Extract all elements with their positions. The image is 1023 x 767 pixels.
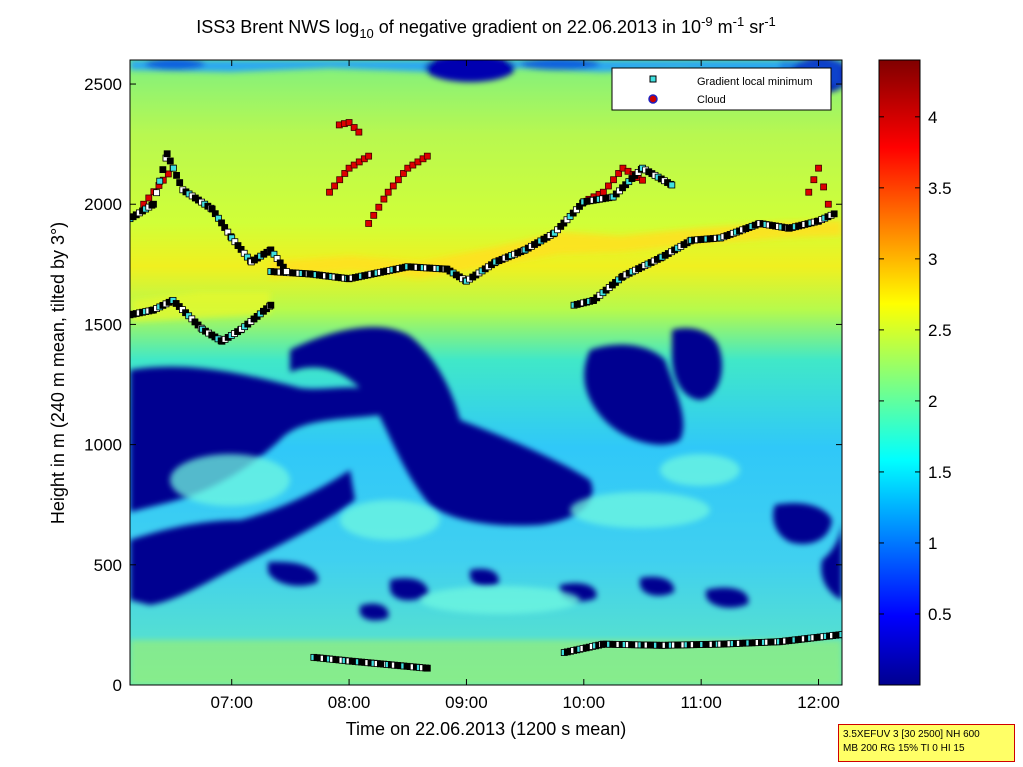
gradient-point	[156, 177, 164, 185]
gradient-point	[173, 171, 180, 179]
svg-text:ISS3 Brent NWS log10 of negati: ISS3 Brent NWS log10 of negative gradien…	[196, 14, 776, 41]
y-tick-label: 0	[113, 676, 122, 695]
cloud-point	[389, 182, 397, 190]
gradient-point	[267, 301, 275, 309]
heatmap-dark-blue-regions	[130, 327, 842, 621]
cloud-point	[375, 203, 383, 211]
colorbar-tick-label: 0.5	[928, 605, 952, 624]
title-superscript-1: -9	[701, 14, 713, 29]
cloud-point	[610, 176, 617, 184]
gradient-point	[163, 150, 171, 158]
cloud-point	[824, 200, 832, 208]
gradient-point	[159, 166, 167, 174]
x-axis-label: Time on 22.06.2013 (1200 s mean)	[346, 719, 627, 739]
title-part3: m	[713, 17, 733, 37]
title-part2: of negative gradient on 22.06.2013 in 10	[374, 17, 701, 37]
y-axis: 0 500 1000 1500 2000 2500	[84, 75, 842, 695]
gradient-point	[668, 181, 676, 189]
x-tick-label: 10:00	[563, 693, 606, 712]
x-tick-label: 11:00	[681, 693, 722, 712]
y-tick-label: 2500	[84, 75, 122, 94]
colorbar-tick-label: 3	[928, 250, 937, 269]
x-tick-label: 07:00	[210, 693, 253, 712]
legend-gradient-label: Gradient local minimum	[697, 76, 813, 88]
cloud-point	[820, 183, 828, 191]
colorbar-tick-label: 2.5	[928, 321, 952, 340]
x-axis: 07:00 08:00 09:00 10:00 11:00 12:00	[210, 60, 840, 712]
gradient-point	[150, 200, 157, 208]
gradient-point	[830, 210, 838, 218]
cloud-point	[365, 220, 373, 227]
legend-cloud-label: Cloud	[697, 94, 726, 106]
legend: Gradient local minimum Cloud	[611, 67, 832, 111]
gradient-point	[283, 268, 290, 275]
gradient-point	[423, 664, 431, 672]
cloud-point	[599, 188, 607, 196]
x-tick-label: 08:00	[328, 693, 371, 712]
title-superscript-2: -1	[733, 14, 745, 29]
legend-box	[611, 67, 832, 111]
cloud-point	[810, 176, 818, 184]
info-box-line2: MB 200 RG 15% TI 0 HI 15	[843, 743, 965, 754]
info-box: 3.5XEFUV 3 [30 2500] NH 600 MB 200 RG 15…	[838, 724, 1015, 762]
cloud-point	[341, 170, 349, 177]
title-part1: ISS3 Brent NWS log	[196, 17, 359, 37]
info-box-line1: 3.5XEFUV 3 [30 2500] NH 600	[843, 729, 980, 740]
gradient-point	[170, 164, 177, 172]
x-tick-label: 09:00	[445, 693, 488, 712]
cloud-point	[805, 188, 813, 196]
cloud-point	[326, 188, 333, 196]
colorbar-tick-label: 1.5	[928, 463, 952, 482]
y-tick-label: 500	[94, 556, 122, 575]
legend-gradient-marker	[649, 75, 657, 83]
cloud-point	[394, 176, 402, 184]
cloud-point	[350, 124, 358, 131]
cloud-point	[331, 182, 339, 190]
cloud-point	[365, 152, 373, 160]
title-part4: sr	[744, 17, 764, 37]
cloud-point	[380, 195, 388, 203]
cloud-point	[384, 188, 392, 196]
cloud-point	[423, 152, 431, 160]
colorbar-tick-label: 2	[928, 392, 937, 411]
x-tick-label: 12:00	[797, 693, 840, 712]
cloud-point	[164, 170, 172, 178]
gradient-minimum-points	[130, 150, 842, 672]
cloud-point	[400, 170, 407, 177]
cloud-point	[605, 182, 612, 190]
colorbar-tick-label: 3.5	[928, 179, 952, 198]
colorbar-gradient	[878, 59, 921, 686]
colorbar-tick-label: 1	[928, 534, 937, 553]
cloud-point	[145, 194, 153, 202]
y-tick-label: 1000	[84, 436, 122, 455]
title: ISS3 Brent NWS log10 of negative gradien…	[196, 14, 776, 41]
y-axis-label: Height in m (240 m mean, tilted by 3°)	[48, 222, 68, 524]
gradient-point	[153, 189, 161, 197]
gradient-point	[176, 179, 184, 186]
cloud-point	[815, 164, 822, 172]
cloud-point	[336, 176, 344, 184]
cloud-point	[615, 170, 623, 177]
cloud-point	[355, 128, 363, 136]
gradient-point	[166, 157, 174, 165]
title-subscript: 10	[359, 26, 373, 41]
gradient-point	[838, 631, 842, 638]
title-superscript-3: -1	[764, 14, 776, 29]
y-tick-label: 1500	[84, 315, 122, 334]
colorbar: 0.5 1 1.5 2 2.5 3 3.5 4	[878, 59, 952, 686]
heatmap	[130, 60, 842, 685]
colorbar-tick-label: 4	[928, 108, 937, 127]
y-tick-label: 2000	[84, 195, 122, 214]
legend-cloud-marker	[648, 94, 658, 104]
colorbar-ticks: 0.5 1 1.5 2 2.5 3 3.5 4	[879, 108, 952, 624]
heatmap-light-cyan-patches	[170, 454, 740, 614]
cloud-point	[370, 211, 378, 219]
cloud-point	[345, 119, 353, 126]
plot-frame	[129, 59, 843, 686]
cloud-point	[639, 176, 646, 184]
